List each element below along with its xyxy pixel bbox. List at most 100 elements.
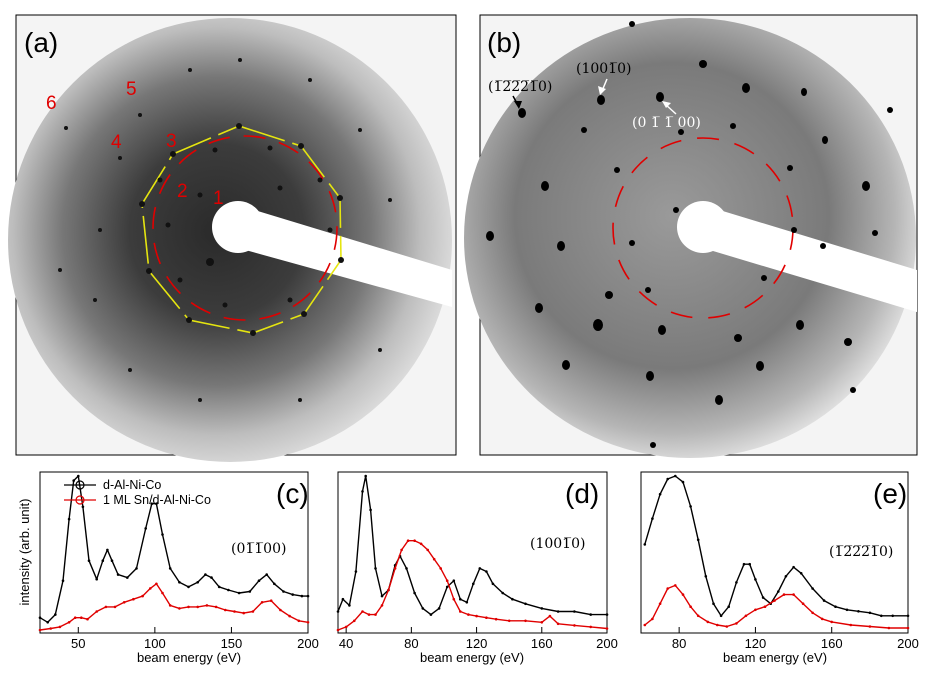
data-point (150, 502, 154, 506)
data-point (237, 591, 241, 595)
chart-e-frame (640, 471, 909, 634)
data-point (306, 621, 310, 624)
data-point (46, 621, 49, 624)
data-point (49, 627, 52, 630)
data-point (906, 614, 910, 618)
data-point (494, 617, 498, 621)
spot-number: 3 (166, 131, 177, 152)
data-point (421, 607, 425, 610)
data-point (110, 559, 114, 562)
data-point (369, 508, 372, 512)
data-point (429, 613, 433, 616)
decagon-inner (152, 135, 338, 321)
data-point (81, 505, 85, 509)
data-point (754, 578, 757, 581)
data-point (459, 610, 462, 613)
data-point (811, 611, 814, 615)
data-point (400, 548, 403, 552)
data-point (210, 576, 213, 579)
data-point (178, 581, 181, 584)
data-point (132, 597, 135, 601)
series-line (644, 584, 908, 629)
data-point (196, 605, 199, 609)
xlabel-e: beam energy (eV) (723, 650, 827, 665)
data-point (857, 610, 860, 613)
data-point (605, 627, 609, 630)
data-point (719, 614, 723, 618)
data-point (279, 608, 282, 612)
gun-holder-a (238, 205, 452, 307)
diffraction-spots-a (58, 58, 392, 402)
data-point (742, 562, 746, 566)
data-point (674, 584, 677, 587)
x-tick-label: 160 (821, 636, 843, 651)
data-point (374, 613, 377, 616)
data-point (445, 585, 449, 589)
data-point (475, 614, 478, 618)
data-point (344, 625, 348, 629)
data-point (573, 624, 576, 627)
data-point (196, 581, 199, 584)
chart-e-annotation: (1̅2̅2̅2̅1̅0) (829, 544, 893, 560)
data-point (643, 543, 647, 546)
data-point (38, 616, 42, 619)
data-point (67, 517, 71, 521)
spot-numbers-a: 1 2 3 4 5 6 (46, 79, 224, 209)
data-point (452, 579, 456, 582)
data-point (754, 608, 757, 612)
panel-label-e: (e) (873, 478, 907, 509)
spot-annotations-b: (1̅2̅2̅2̅1̅0) (1001̅0) (0 1̅ 1̅ 00) (488, 61, 701, 131)
data-point (80, 616, 83, 619)
data-point (830, 620, 833, 624)
data-point (651, 517, 654, 520)
data-point (380, 594, 384, 598)
data-point (135, 567, 138, 570)
data-point (712, 602, 715, 605)
data-point (744, 614, 748, 618)
data-point (265, 573, 269, 576)
chart-c: 50 100 150 200 (c) (01̅1̅00) intensity (arb… (17, 471, 319, 665)
label-spot-01100: (0 1̅ 1̅ 00) (632, 115, 701, 131)
data-point (273, 582, 276, 586)
data-point (472, 582, 475, 586)
spot-number: 2 (177, 181, 188, 202)
data-point (149, 587, 152, 590)
x-tick-label: 160 (531, 636, 553, 651)
panel-label-a: (a) (24, 27, 58, 58)
spot-number: 5 (126, 79, 137, 100)
data-point (367, 613, 371, 616)
data-point (58, 625, 62, 629)
data-point (887, 626, 891, 630)
data-point (187, 585, 190, 589)
data-point (300, 594, 304, 598)
data-point (439, 567, 443, 570)
data-point (437, 607, 441, 610)
data-point (168, 567, 172, 570)
data-point (54, 613, 57, 616)
data-point (501, 591, 505, 595)
x-tick-label: 80 (672, 636, 686, 651)
data-point (459, 597, 462, 601)
label-spot-10010: (1001̅0) (576, 61, 631, 77)
data-point (735, 581, 738, 584)
data-point (820, 617, 824, 621)
data-point (784, 575, 788, 578)
data-point (906, 626, 910, 630)
data-point (524, 602, 527, 606)
data-point (161, 533, 164, 536)
ylabel-c: intensity (arb. unit) (17, 499, 32, 606)
data-point (763, 605, 767, 608)
data-point (87, 559, 91, 562)
data-point (242, 611, 245, 615)
data-point (288, 614, 291, 618)
data-point (511, 597, 514, 601)
data-point (485, 570, 488, 573)
data-point (849, 623, 853, 627)
chart-d-annotation: (1001̅0) (530, 536, 585, 552)
data-point (227, 588, 230, 592)
data-point (706, 620, 710, 624)
data-point (643, 623, 647, 627)
data-point (413, 591, 416, 595)
data-point (432, 557, 436, 561)
